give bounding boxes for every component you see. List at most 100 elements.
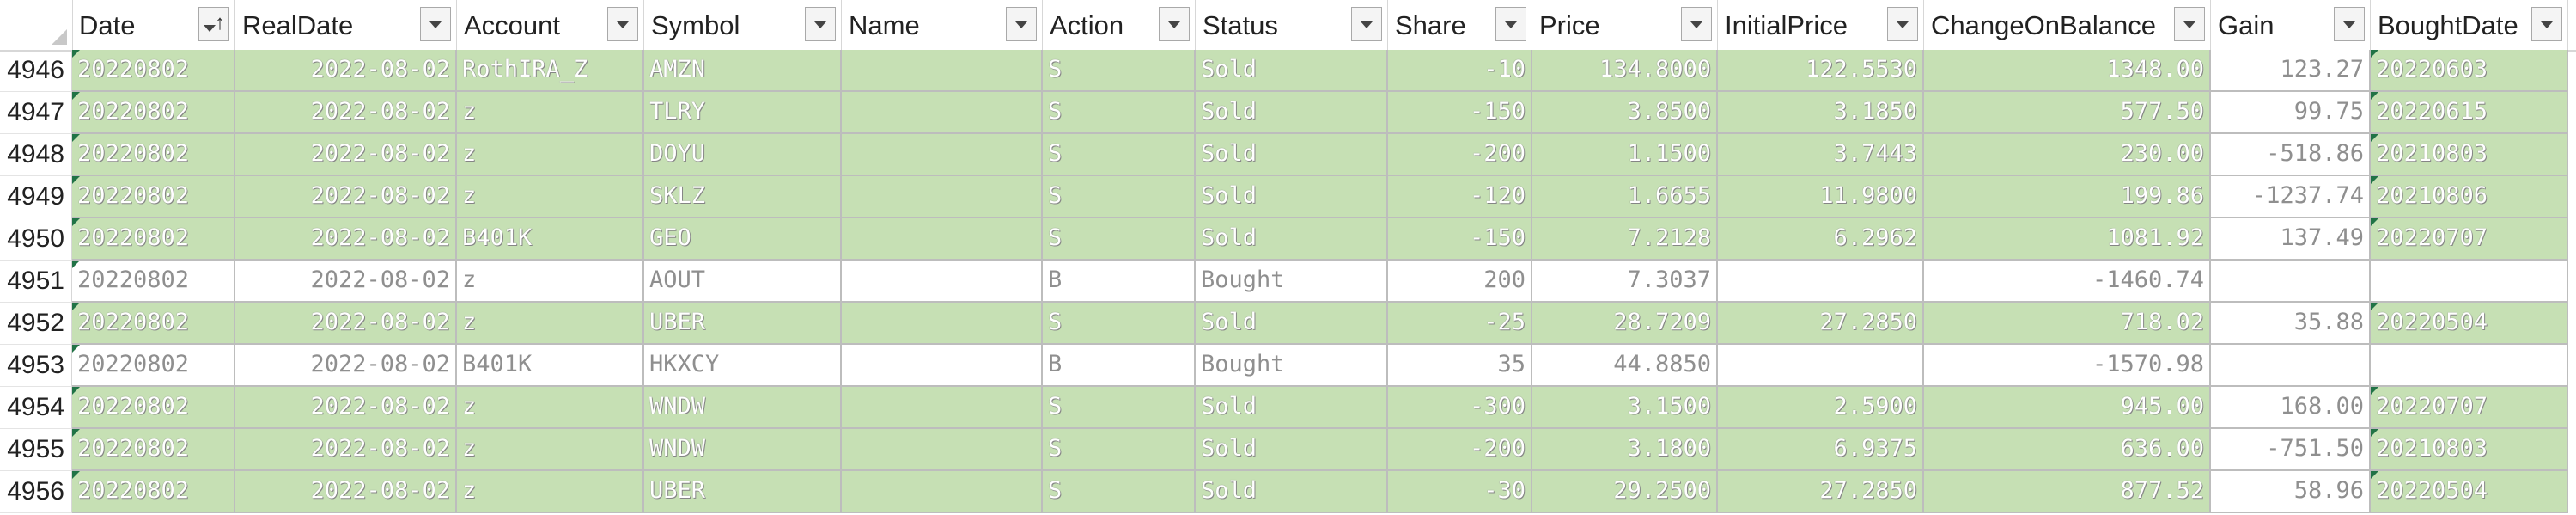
- column-header-status[interactable]: Status: [1196, 0, 1388, 50]
- column-header-realdate[interactable]: RealDate: [235, 0, 457, 50]
- cell-gain[interactable]: -518.86: [2211, 134, 2371, 176]
- cell-date[interactable]: 20220802: [72, 429, 235, 471]
- cell-gain[interactable]: 99.75: [2211, 92, 2371, 134]
- cell-symbol[interactable]: TLRY: [644, 92, 842, 134]
- cell-date[interactable]: 20220802: [72, 134, 235, 176]
- cell-share[interactable]: -150: [1388, 218, 1532, 261]
- cell-initialprice[interactable]: 3.7443: [1718, 134, 1924, 176]
- cell-initialprice[interactable]: 3.1850: [1718, 92, 1924, 134]
- cell-gain[interactable]: 58.96: [2211, 471, 2371, 513]
- cell-name[interactable]: [842, 50, 1043, 92]
- cell-status[interactable]: Sold: [1196, 218, 1388, 261]
- cell-gain[interactable]: -751.50: [2211, 429, 2371, 471]
- column-header-boughtdate[interactable]: BoughtDate: [2371, 0, 2568, 50]
- cell-price[interactable]: 29.2500: [1532, 471, 1718, 513]
- cell-share[interactable]: -200: [1388, 134, 1532, 176]
- cell-changeonbalance[interactable]: 577.50: [1924, 92, 2211, 134]
- row-number[interactable]: 4949: [0, 176, 72, 218]
- cell-symbol[interactable]: SKLZ: [644, 176, 842, 218]
- cell-name[interactable]: [842, 261, 1043, 303]
- cell-status[interactable]: Sold: [1196, 92, 1388, 134]
- cell-realdate[interactable]: 2022-08-02: [235, 50, 457, 92]
- filter-dropdown-button[interactable]: [2334, 7, 2365, 41]
- cell-date[interactable]: 20220802: [72, 261, 235, 303]
- cell-changeonbalance[interactable]: 945.00: [1924, 387, 2211, 429]
- cell-account[interactable]: z: [457, 92, 644, 134]
- cell-price[interactable]: 7.3037: [1532, 261, 1718, 303]
- filter-dropdown-button[interactable]: [607, 7, 638, 41]
- cell-symbol[interactable]: DOYU: [644, 134, 842, 176]
- cell-account[interactable]: B401K: [457, 345, 644, 387]
- cell-account[interactable]: z: [457, 303, 644, 345]
- cell-action[interactable]: B: [1043, 261, 1196, 303]
- cell-boughtdate[interactable]: 20220504: [2371, 471, 2568, 513]
- cell-account[interactable]: z: [457, 261, 644, 303]
- cell-changeonbalance[interactable]: 718.02: [1924, 303, 2211, 345]
- cell-action[interactable]: S: [1043, 429, 1196, 471]
- cell-account[interactable]: z: [457, 471, 644, 513]
- cell-symbol[interactable]: WNDW: [644, 387, 842, 429]
- column-header-account[interactable]: Account: [457, 0, 644, 50]
- cell-price[interactable]: 44.8850: [1532, 345, 1718, 387]
- column-header-action[interactable]: Action: [1043, 0, 1196, 50]
- cell-action[interactable]: S: [1043, 471, 1196, 513]
- cell-realdate[interactable]: 2022-08-02: [235, 387, 457, 429]
- cell-share[interactable]: -10: [1388, 50, 1532, 92]
- filter-dropdown-button[interactable]: [805, 7, 836, 41]
- cell-gain[interactable]: [2211, 261, 2371, 303]
- cell-gain[interactable]: [2211, 345, 2371, 387]
- filter-dropdown-button[interactable]: [1159, 7, 1190, 41]
- cell-share[interactable]: -150: [1388, 92, 1532, 134]
- cell-price[interactable]: 28.7209: [1532, 303, 1718, 345]
- row-number[interactable]: 4956: [0, 471, 72, 513]
- cell-name[interactable]: [842, 92, 1043, 134]
- cell-share[interactable]: -30: [1388, 471, 1532, 513]
- cell-changeonbalance[interactable]: 230.00: [1924, 134, 2211, 176]
- cell-date[interactable]: 20220802: [72, 387, 235, 429]
- cell-date[interactable]: 20220802: [72, 92, 235, 134]
- row-number[interactable]: 4953: [0, 345, 72, 387]
- cell-initialprice[interactable]: 2.5900: [1718, 387, 1924, 429]
- cell-realdate[interactable]: 2022-08-02: [235, 429, 457, 471]
- column-header-changeonbalance[interactable]: ChangeOnBalance: [1924, 0, 2211, 50]
- row-number[interactable]: 4948: [0, 134, 72, 176]
- cell-action[interactable]: B: [1043, 345, 1196, 387]
- cell-boughtdate[interactable]: 20220707: [2371, 218, 2568, 261]
- filter-dropdown-button[interactable]: [1495, 7, 1526, 41]
- cell-symbol[interactable]: HKXCY: [644, 345, 842, 387]
- cell-price[interactable]: 1.6655: [1532, 176, 1718, 218]
- filter-dropdown-button[interactable]: [2174, 7, 2205, 41]
- cell-share[interactable]: -120: [1388, 176, 1532, 218]
- cell-date[interactable]: 20220802: [72, 471, 235, 513]
- cell-status[interactable]: Sold: [1196, 176, 1388, 218]
- cell-share[interactable]: -200: [1388, 429, 1532, 471]
- sort-filter-button[interactable]: ↑: [198, 7, 229, 41]
- cell-share[interactable]: 35: [1388, 345, 1532, 387]
- cell-initialprice[interactable]: 27.2850: [1718, 303, 1924, 345]
- cell-realdate[interactable]: 2022-08-02: [235, 471, 457, 513]
- cell-date[interactable]: 20220802: [72, 218, 235, 261]
- cell-realdate[interactable]: 2022-08-02: [235, 345, 457, 387]
- cell-account[interactable]: B401K: [457, 218, 644, 261]
- cell-symbol[interactable]: UBER: [644, 303, 842, 345]
- cell-status[interactable]: Sold: [1196, 50, 1388, 92]
- column-header-share[interactable]: Share: [1388, 0, 1532, 50]
- cell-status[interactable]: Bought: [1196, 261, 1388, 303]
- cell-action[interactable]: S: [1043, 134, 1196, 176]
- cell-boughtdate[interactable]: 20210803: [2371, 134, 2568, 176]
- filter-dropdown-button[interactable]: [2531, 7, 2562, 41]
- row-number[interactable]: 4950: [0, 218, 72, 261]
- filter-dropdown-button[interactable]: [1006, 7, 1037, 41]
- cell-share[interactable]: -300: [1388, 387, 1532, 429]
- cell-date[interactable]: 20220802: [72, 176, 235, 218]
- cell-changeonbalance[interactable]: 199.86: [1924, 176, 2211, 218]
- cell-price[interactable]: 3.1500: [1532, 387, 1718, 429]
- cell-changeonbalance[interactable]: -1570.98: [1924, 345, 2211, 387]
- filter-dropdown-button[interactable]: [1887, 7, 1918, 41]
- cell-realdate[interactable]: 2022-08-02: [235, 134, 457, 176]
- cell-boughtdate[interactable]: 20210803: [2371, 429, 2568, 471]
- row-number[interactable]: 4946: [0, 50, 72, 92]
- row-number[interactable]: 4952: [0, 303, 72, 345]
- cell-name[interactable]: [842, 303, 1043, 345]
- column-header-price[interactable]: Price: [1532, 0, 1718, 50]
